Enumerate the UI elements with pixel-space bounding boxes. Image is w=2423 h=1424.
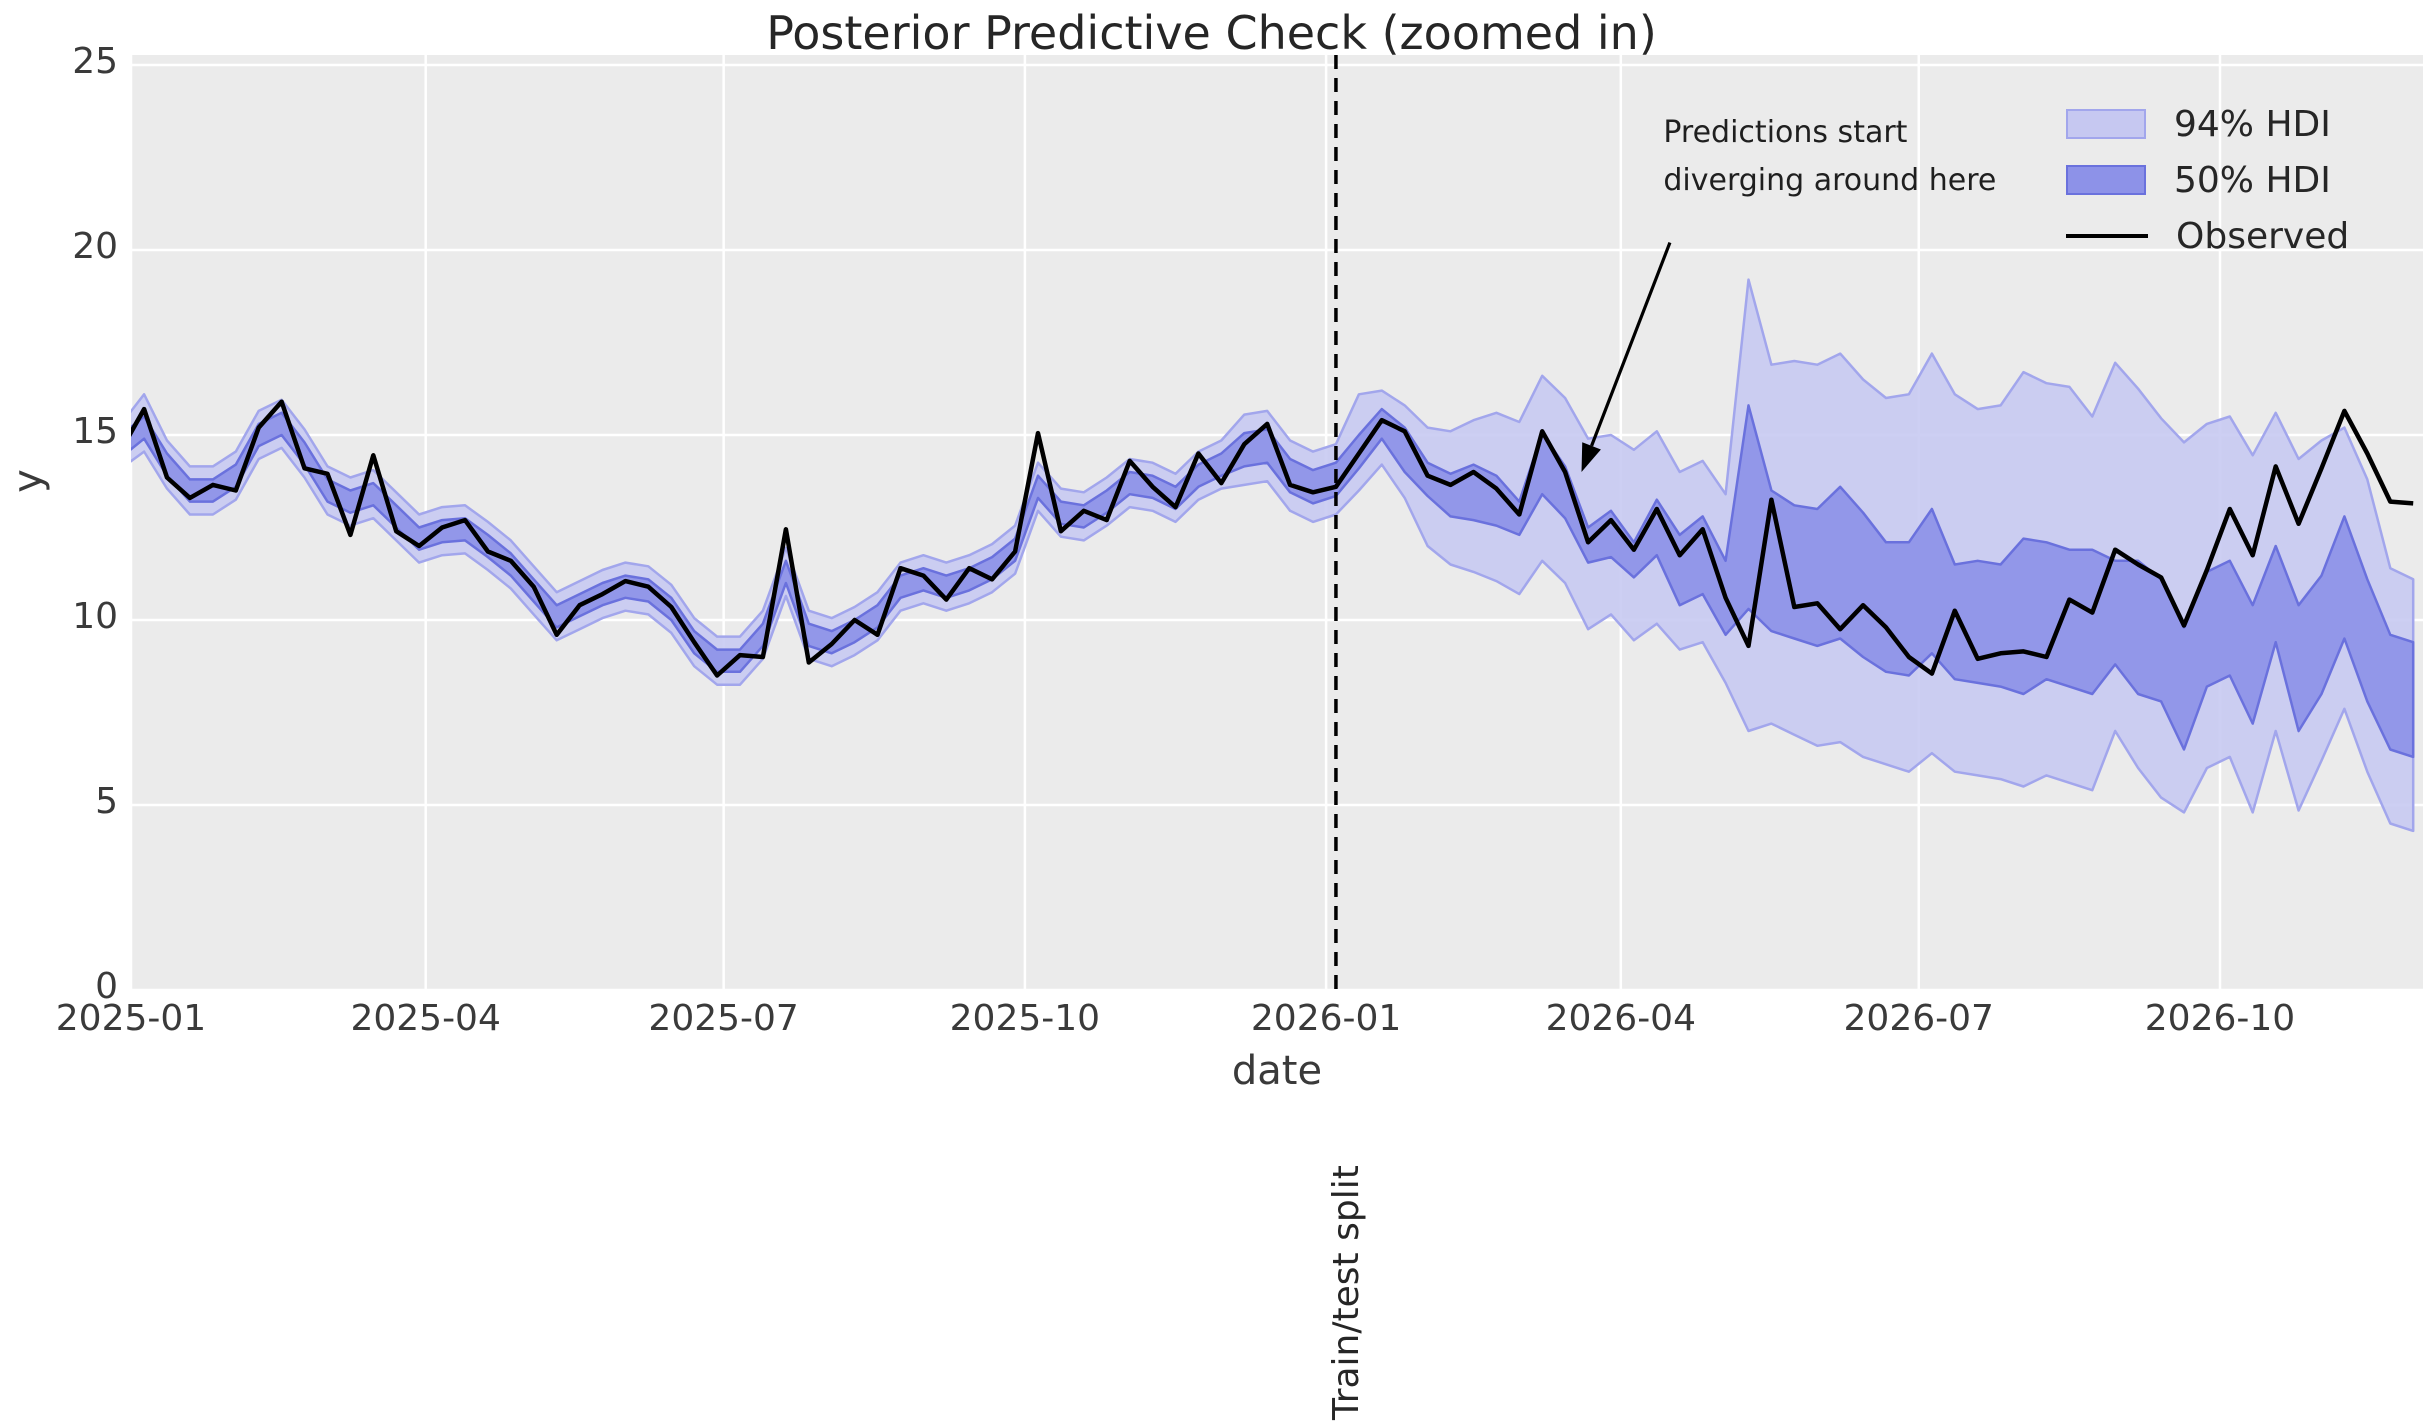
x-tick-label: 2025-04 <box>350 998 501 1039</box>
y-tick-label: 5 <box>95 780 118 822</box>
train-test-split-label: Train/test split <box>1325 1165 1367 1420</box>
annotation-line-1: Predictions start <box>1663 115 1908 151</box>
y-tick-label: 0 <box>95 966 118 1007</box>
legend: 94% HDI 50% HDI Observed <box>2066 98 2349 266</box>
y-tick-label: 15 <box>72 410 118 452</box>
annotation-text: Predictions start diverging around here <box>1663 109 1996 205</box>
legend-patch-swatch <box>2066 165 2146 195</box>
legend-item: Observed <box>2066 210 2349 262</box>
legend-item: 50% HDI <box>2066 154 2349 206</box>
x-tick-label: 2026-10 <box>2144 998 2296 1039</box>
legend-item: 94% HDI <box>2066 98 2349 150</box>
legend-label: 50% HDI <box>2174 159 2331 201</box>
x-tick-label: 2025-10 <box>949 998 1101 1039</box>
x-tick-label: 2026-07 <box>1843 998 1994 1039</box>
chart-title: Posterior Predictive Check (zoomed in) <box>766 6 1657 60</box>
y-tick-label: 25 <box>72 40 118 82</box>
annotation-arrowhead <box>1581 442 1601 472</box>
x-axis-label: date <box>1231 1048 1323 1094</box>
observed-line <box>131 399 2414 678</box>
legend-label: Observed <box>2176 215 2350 257</box>
annotation-line-2: diverging around here <box>1663 163 1997 199</box>
legend-label: 94% HDI <box>2174 103 2331 145</box>
x-tick-label: 2026-04 <box>1545 998 1696 1039</box>
legend-patch-swatch <box>2066 109 2146 139</box>
y-tick-label: 10 <box>72 595 118 637</box>
x-tick-label: 2026-01 <box>1250 998 1402 1039</box>
y-axis-label: y <box>5 469 51 493</box>
legend-line-swatch <box>2066 234 2148 238</box>
hdi-94-band <box>131 278 2415 833</box>
x-tick-label: 2025-07 <box>648 998 799 1039</box>
x-tick-label: 2025-01 <box>55 998 207 1039</box>
annotation-arrow-line <box>1590 242 1672 447</box>
y-tick-label: 20 <box>72 225 118 267</box>
